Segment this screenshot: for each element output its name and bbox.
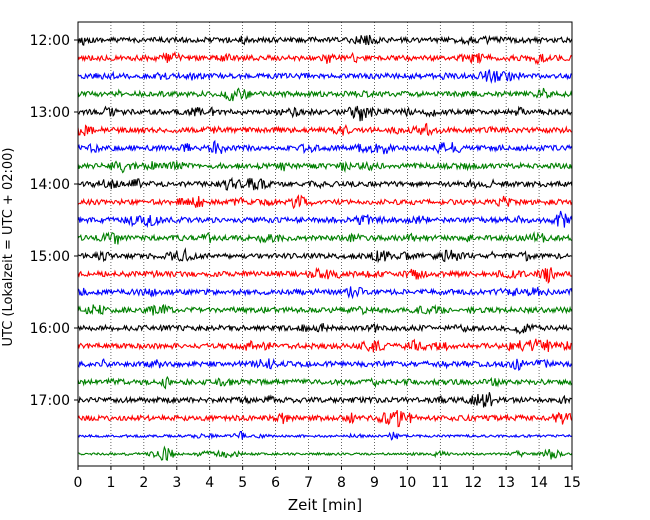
y-tick-label: 17:00 (30, 393, 70, 409)
trace-1615 (77, 338, 573, 353)
trace-1500 (77, 247, 572, 264)
trace-1545 (77, 303, 573, 316)
trace-1415 (77, 194, 573, 210)
x-tick-label: 12 (464, 475, 482, 491)
x-tick-label: 13 (497, 475, 515, 491)
trace-1215 (77, 50, 573, 66)
x-axis-label: Zeit [min] (288, 496, 362, 514)
trace-1200 (77, 34, 573, 47)
y-tick-label: 12:00 (30, 33, 70, 49)
x-tick-label: 11 (431, 475, 449, 491)
x-tick-label: 1 (106, 475, 115, 491)
y-tick-label: 15:00 (30, 249, 70, 265)
grid-lines (77, 22, 573, 466)
y-tick-label: 13:00 (30, 105, 70, 121)
trace-1715 (77, 410, 573, 428)
trace-1245 (77, 87, 573, 102)
plot-frame (77, 21, 573, 467)
trace-1300 (77, 105, 573, 122)
trace-1430 (77, 210, 573, 229)
trace-1445 (77, 231, 573, 245)
trace-1315 (77, 122, 573, 137)
x-tick-label: 7 (304, 475, 313, 491)
x-tick-label: 9 (370, 475, 379, 491)
x-tick-label: 2 (139, 475, 148, 491)
x-tick-label: 15 (563, 475, 581, 491)
y-tick-label: 16:00 (30, 321, 70, 337)
trace-1700 (77, 392, 573, 408)
trace-1745 (78, 445, 573, 462)
x-tick-label: 4 (205, 475, 214, 491)
y-axis-label: UTC (Lokalzeit = UTC + 02:00) (1, 148, 16, 347)
x-tick-label: 6 (271, 475, 280, 491)
y-tick-label: 14:00 (30, 177, 70, 193)
x-tick-label: 3 (172, 475, 181, 491)
y-axis-ticks: 12:00 13:00 14:00 15:00 16:00 17:00 (30, 33, 78, 409)
x-tick-label: 8 (337, 475, 346, 491)
x-tick-label: 10 (398, 475, 416, 491)
trace-1630 (77, 357, 573, 372)
trace-1330 (77, 139, 573, 155)
seismogram-traces (77, 34, 573, 462)
trace-1515 (77, 266, 573, 285)
x-axis-ticks: 0 1 2 3 4 5 6 7 8 9 10 11 12 13 14 15 (74, 466, 581, 491)
trace-1600 (77, 322, 573, 335)
trace-1345 (77, 160, 573, 174)
x-tick-label: 14 (530, 475, 548, 491)
x-tick-label: 0 (74, 475, 83, 491)
trace-1530 (77, 286, 573, 300)
trace-1645 (77, 375, 573, 390)
x-tick-label: 5 (238, 475, 247, 491)
trace-1230 (77, 69, 573, 84)
trace-1400 (77, 176, 573, 191)
trace-1730 (77, 430, 573, 441)
